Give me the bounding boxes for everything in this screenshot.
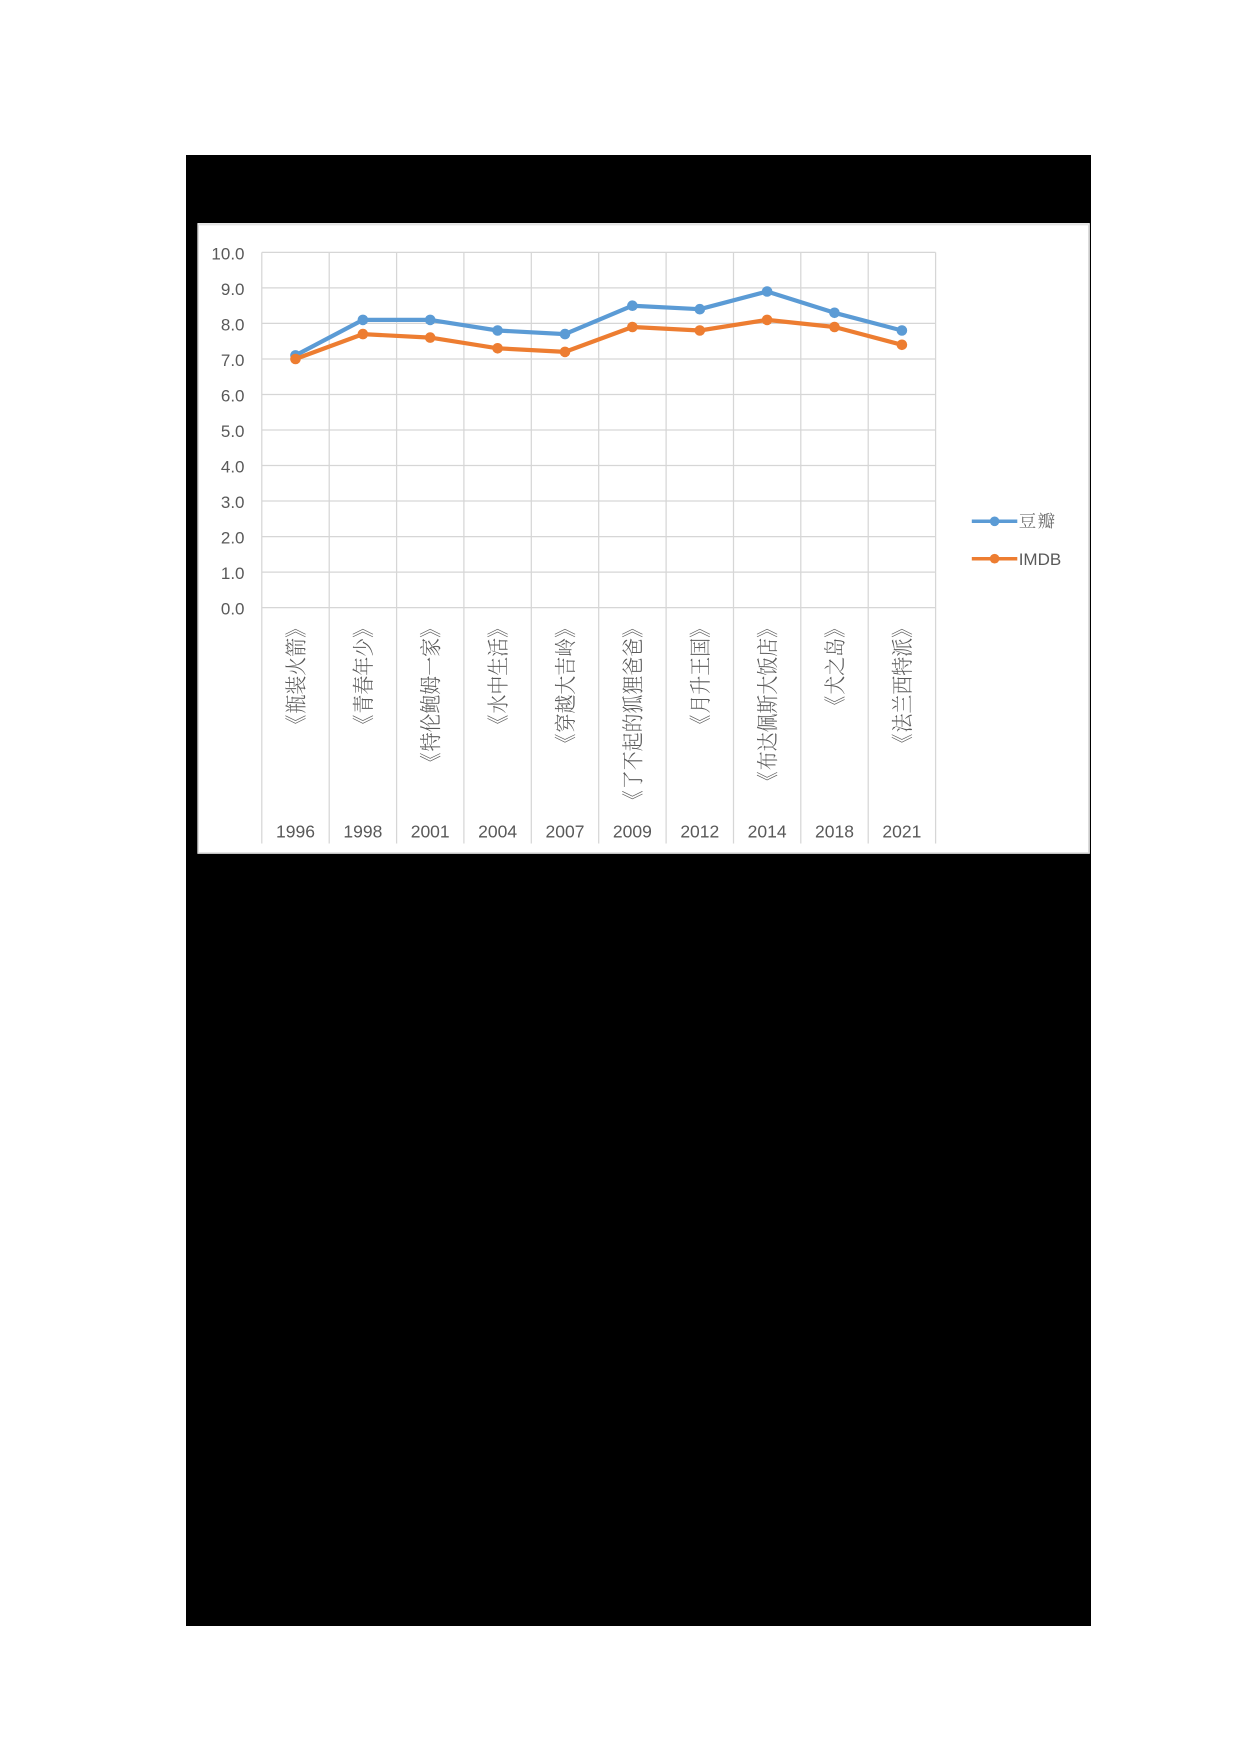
svg-text:2012: 2012 [680, 822, 719, 842]
svg-text:6.0: 6.0 [221, 387, 245, 406]
svg-text:0.0: 0.0 [221, 600, 245, 619]
svg-text:2021: 2021 [882, 822, 921, 842]
svg-text:IMDB: IMDB [1019, 550, 1061, 569]
svg-text:2004: 2004 [478, 822, 517, 842]
svg-text:4.0: 4.0 [221, 458, 245, 477]
svg-text:1998: 1998 [343, 822, 382, 842]
svg-text:2018: 2018 [815, 822, 854, 842]
svg-text:8.0: 8.0 [221, 315, 245, 334]
svg-text:10.0: 10.0 [211, 244, 244, 263]
svg-text:2001: 2001 [411, 822, 450, 842]
svg-text:5.0: 5.0 [221, 422, 245, 441]
svg-text:1996: 1996 [276, 822, 315, 842]
svg-text:2009: 2009 [613, 822, 652, 842]
svg-text:3.0: 3.0 [221, 493, 245, 512]
svg-text:2.0: 2.0 [221, 529, 245, 548]
svg-text:9.0: 9.0 [221, 280, 245, 299]
svg-text:2014: 2014 [748, 822, 787, 842]
svg-text:2007: 2007 [546, 822, 585, 842]
svg-text:1.0: 1.0 [221, 564, 245, 583]
svg-text:7.0: 7.0 [221, 351, 245, 370]
